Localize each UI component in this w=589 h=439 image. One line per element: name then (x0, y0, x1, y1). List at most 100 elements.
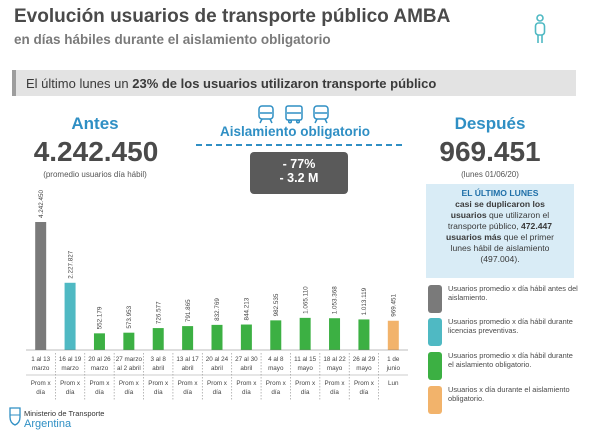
isolation-label: Aislamiento obligatorio (219, 124, 370, 139)
footer-country: Argentina (24, 418, 72, 430)
bar-4 (152, 328, 164, 350)
category-label-3-0: 27 marzo (116, 356, 143, 363)
info-line-4: transporte público, 472.447 (426, 221, 574, 232)
bar-value-label-9: 1.065.110 (302, 286, 309, 314)
sub-label-5-1: día (183, 389, 192, 396)
before-label: Antes (71, 114, 119, 133)
sub-label-0-0: Prom x (31, 380, 52, 387)
sub-label-3-1: día (124, 389, 133, 396)
bar-12 (387, 320, 399, 350)
bar-value-label-5: 791.865 (185, 299, 192, 322)
sub-label-11-1: día (360, 389, 369, 396)
sub-label-1-1: día (66, 389, 75, 396)
person-icon (534, 14, 546, 43)
category-label-8-1: mayo (268, 365, 284, 372)
bar-10 (329, 318, 341, 350)
sub-label-9-1: día (301, 389, 310, 396)
sub-label-3-0: Prom x (119, 380, 140, 387)
before-value: 4.242.450 (33, 136, 159, 167)
info-line-7: (497.004). (480, 254, 520, 264)
category-label-0-0: 1 al 13 (31, 356, 50, 363)
banner-text: El último lunes un 23% de los usuarios u… (26, 76, 436, 91)
sub-label-11-0: Prom x (354, 380, 375, 387)
category-label-10-0: 18 al 22 (323, 356, 346, 363)
bar-value-label-12: 969.451 (391, 293, 398, 316)
category-label-11-0: 26 al 29 (353, 356, 376, 363)
bar-value-label-11: 1.013.119 (361, 287, 368, 315)
bar-9 (299, 317, 311, 350)
sub-label-4-1: día (154, 389, 163, 396)
bar-value-label-3: 573.953 (126, 305, 133, 328)
legend-item-isolation: Usuarios promedio x día hábil durante el… (426, 349, 576, 383)
after-value: 969.451 (439, 136, 541, 167)
change-percent: - 77% (282, 157, 316, 171)
banner-highlight: 23% de los usuarios utilizaron transport… (132, 76, 437, 91)
change-box: - 77% - 3.2 M (250, 152, 348, 194)
isolation-divider (196, 144, 402, 146)
category-label-9-1: mayo (297, 365, 313, 372)
category-label-10-1: mayo (327, 365, 343, 372)
category-label-5-0: 13 al 17 (176, 356, 199, 363)
transport-icons (258, 105, 329, 124)
sub-label-12-0: Lun (388, 380, 399, 387)
category-label-0-1: marzo (32, 365, 50, 372)
legend-item-daily: Usuarios x día durante el aislamiento ob… (426, 383, 576, 417)
subway-icon (313, 105, 329, 124)
legend-text-before: Usuarios promedio x día hábil antes del … (448, 284, 578, 303)
bar-11 (358, 319, 370, 350)
info-line-5-rest: que el primer (501, 232, 554, 242)
page-subtitle: en días hábiles durante el aislamiento o… (14, 32, 331, 47)
category-label-3-1: al 2 abril (117, 365, 141, 372)
sub-label-1-0: Prom x (60, 380, 81, 387)
category-label-1-0: 16 al 19 (59, 356, 82, 363)
sub-label-10-0: Prom x (325, 380, 346, 387)
after-label: Después (454, 114, 526, 133)
category-label-7-0: 27 al 30 (235, 356, 258, 363)
category-label-4-1: abril (152, 365, 164, 372)
legend-text-daily: Usuarios x día durante el aislamiento ob… (448, 385, 570, 404)
info-line-6: lunes hábil de aislamiento (450, 243, 550, 253)
bar-value-label-7: 844.213 (244, 297, 251, 320)
info-line-4-bold: 472.447 (521, 221, 553, 231)
after-note: (lunes 01/06/20) (461, 170, 519, 179)
info-line-2: casi se duplicaron los (455, 199, 545, 209)
argentina-shield-icon (9, 407, 21, 426)
legend-item-preventive: Usuarios promedio x día hábil durante li… (426, 315, 576, 349)
bar-value-label-1: 2.227.827 (67, 250, 74, 279)
bar-3 (123, 332, 135, 350)
bar-value-label-2: 552.179 (97, 306, 104, 329)
bar-value-label-4: 726.577 (155, 301, 162, 324)
category-label-6-0: 20 al 24 (206, 356, 229, 363)
bar-7 (240, 324, 252, 350)
category-label-7-1: abril (240, 365, 252, 372)
bar-6 (211, 324, 223, 350)
bus-icon (285, 105, 303, 124)
sub-label-6-1: día (213, 389, 222, 396)
sub-label-4-0: Prom x (148, 380, 169, 387)
category-label-12-1: junio (386, 365, 401, 372)
legend-swatch-before (428, 285, 442, 313)
legend-swatch-daily (428, 386, 442, 414)
page-title: Evolución usuarios de transporte público… (14, 6, 451, 27)
sub-label-7-0: Prom x (236, 380, 257, 387)
sub-label-10-1: día (330, 389, 339, 396)
category-label-6-1: abril (211, 365, 223, 372)
sub-label-6-0: Prom x (207, 380, 228, 387)
bar-0 (35, 222, 47, 350)
info-line-4-a: transporte público, (447, 221, 521, 231)
bar-1 (64, 282, 76, 350)
bar-value-label-10: 1.053.368 (332, 286, 339, 315)
sub-label-7-1: día (242, 389, 251, 396)
bar-8 (270, 320, 282, 350)
bar-value-label-0: 4.242.450 (38, 189, 45, 218)
sub-label-8-1: día (271, 389, 280, 396)
legend-swatch-preventive (428, 318, 442, 346)
legend-item-before: Usuarios promedio x día hábil antes del … (426, 282, 578, 316)
info-line-3-bold: usuarios (450, 210, 487, 220)
info-line-1: EL ÚLTIMO LUNES (461, 188, 539, 198)
sub-label-9-0: Prom x (295, 380, 316, 387)
legend-text-preventive: Usuarios promedio x día hábil durante li… (448, 317, 573, 336)
before-note: (promedio usuarios día hábil) (43, 170, 147, 179)
banner-prefix: El último lunes un (26, 76, 133, 91)
info-line-3-rest: que utilizaron el (486, 210, 550, 220)
